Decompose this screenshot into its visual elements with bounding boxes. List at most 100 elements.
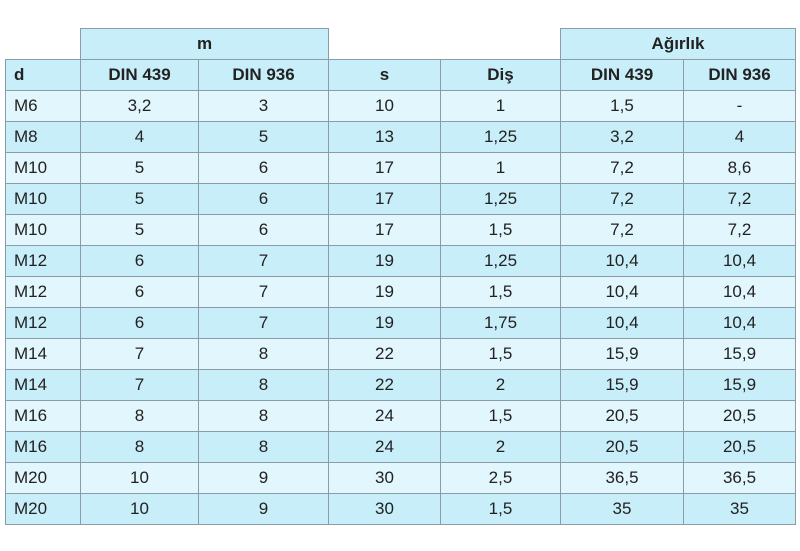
table-cell: 5 [80,152,199,184]
column-header: d [5,59,81,91]
table-cell: 20,5 [560,400,684,432]
table-body: m Ağırlık d DIN 439 DIN 936 s Diş DIN 439 DIN … [5,28,796,525]
table-row: M10 5 6 17 1,25 7,2 7,2 [5,183,796,215]
table-cell: 7,2 [683,214,796,246]
table-cell: 10,4 [560,245,684,277]
table-cell: 7,2 [560,214,684,246]
column-header: Diş [440,59,561,91]
table-cell: 6 [80,276,199,308]
table-cell: M20 [5,493,81,525]
table-cell: 7,2 [560,152,684,184]
table-row: M14 7 8 22 1,5 15,9 15,9 [5,338,796,370]
table-cell: 4 [80,121,199,153]
column-header: s [328,59,441,91]
table-cell: 5 [80,183,199,215]
table-cell: 3,2 [80,90,199,122]
column-header: DIN 936 [683,59,796,91]
table-cell: 1,25 [440,121,561,153]
table-cell: 20,5 [560,431,684,463]
table-cell: 7 [80,338,199,370]
table-cell: 35 [683,493,796,525]
table-cell: 15,9 [560,338,684,370]
column-header: DIN 439 [560,59,684,91]
table-cell: 19 [328,307,441,339]
table-cell: 15,9 [683,338,796,370]
group-header: m [80,28,329,60]
table-cell: 6 [80,245,199,277]
column-header-row: d DIN 439 DIN 936 s Diş DIN 439 DIN 936 [5,59,796,91]
table-row: M12 6 7 19 1,5 10,4 10,4 [5,276,796,308]
table-cell: 19 [328,245,441,277]
table-cell: 15,9 [683,369,796,401]
table-cell: 24 [328,400,441,432]
table-cell: 1,5 [440,214,561,246]
table-cell: 24 [328,431,441,463]
table-cell: 17 [328,214,441,246]
table-cell: 1,5 [560,90,684,122]
group-header-row: m Ağırlık [5,28,796,60]
table-cell: 10 [328,90,441,122]
table-cell: 1,25 [440,183,561,215]
table-cell: 10,4 [683,245,796,277]
empty-cell [5,28,81,60]
table-cell: 36,5 [560,462,684,494]
table-cell: 10,4 [560,307,684,339]
table-cell: 10,4 [683,307,796,339]
table-cell: 1,5 [440,338,561,370]
table-cell: 35 [560,493,684,525]
table-cell: M10 [5,214,81,246]
table-row: M12 6 7 19 1,75 10,4 10,4 [5,307,796,339]
table-cell: M16 [5,431,81,463]
table-cell: 6 [198,214,329,246]
table-cell: 1 [440,152,561,184]
table-cell: 2 [440,431,561,463]
table-cell: 17 [328,152,441,184]
table-cell: M12 [5,276,81,308]
table-cell: 13 [328,121,441,153]
table-cell: 3 [198,90,329,122]
group-header: Ağırlık [560,28,796,60]
empty-cell [328,28,561,60]
table-row: M8 4 5 13 1,25 3,2 4 [5,121,796,153]
table-cell: 2,5 [440,462,561,494]
table-cell: M10 [5,183,81,215]
table-cell: 22 [328,338,441,370]
table-cell: M6 [5,90,81,122]
table-cell: 30 [328,493,441,525]
table-row: M10 5 6 17 1,5 7,2 7,2 [5,214,796,246]
table-cell: M14 [5,338,81,370]
table-cell: M12 [5,307,81,339]
table-cell: 1,5 [440,276,561,308]
table-cell: 19 [328,276,441,308]
column-header: DIN 936 [198,59,329,91]
table-cell: 2 [440,369,561,401]
table-cell: M12 [5,245,81,277]
table-row: M12 6 7 19 1,25 10,4 10,4 [5,245,796,277]
table-cell: M8 [5,121,81,153]
table-cell: 5 [80,214,199,246]
table-cell: 8 [80,431,199,463]
table-cell: 6 [80,307,199,339]
table-cell: 7 [80,369,199,401]
table-row: M16 8 8 24 2 20,5 20,5 [5,431,796,463]
table: m Ağırlık d DIN 439 DIN 936 s Diş DIN 439 DIN … [5,28,796,525]
table-cell: 8 [198,431,329,463]
table-cell: 10,4 [683,276,796,308]
table-cell: 22 [328,369,441,401]
table-cell: M20 [5,462,81,494]
table-row: M20 10 9 30 2,5 36,5 36,5 [5,462,796,494]
table-cell: 20,5 [683,431,796,463]
table-cell: 15,9 [560,369,684,401]
table-cell: 1,5 [440,493,561,525]
table-cell: 7,2 [683,183,796,215]
table-cell: 10 [80,462,199,494]
table-cell: 8 [198,400,329,432]
table-cell: 8,6 [683,152,796,184]
table-cell: 1 [440,90,561,122]
table-cell: 1,25 [440,245,561,277]
table-cell: 7,2 [560,183,684,215]
table-cell: 10,4 [560,276,684,308]
table-cell: 17 [328,183,441,215]
table-cell: M14 [5,369,81,401]
